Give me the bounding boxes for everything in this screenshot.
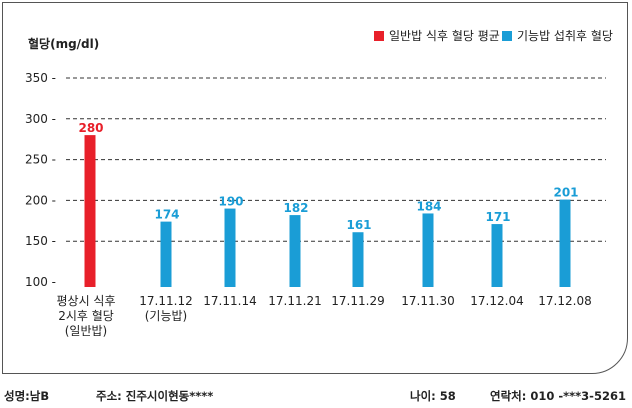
patient-age: 나이: 58 <box>410 389 456 403</box>
x-tick-label: 평상시 식후 <box>56 294 115 308</box>
data-label: 201 <box>553 186 578 200</box>
legend-swatch-functional-rice <box>502 31 512 41</box>
data-label: 171 <box>485 210 510 224</box>
data-label: 161 <box>346 218 371 232</box>
legend-label-functional-rice: 기능밥 섭취후 혈당 <box>517 29 613 43</box>
x-tick-label: (일반밥) <box>65 324 107 338</box>
patient-contact: 연락처: 010 -***3-5261 <box>490 389 626 403</box>
y-tick-label: 300 - <box>25 112 56 126</box>
legend: 일반밥 식후 혈당 평균 기능밥 섭취후 혈당 <box>374 29 613 43</box>
bar <box>491 224 503 287</box>
x-tick-label: 2시후 혈당 <box>58 309 114 323</box>
x-tick-label: 17.11.14 <box>203 294 256 308</box>
bar <box>559 199 571 287</box>
data-label: 184 <box>416 199 441 213</box>
y-tick-label: 350 - <box>25 71 56 85</box>
x-tick-label: 17.11.12 <box>139 294 192 308</box>
y-tick-label: 250 - <box>25 153 56 167</box>
bar-chart: 혈당(mg/dl) 일반밥 식후 혈당 평균 기능밥 섭취후 혈당 100 - 1… <box>25 29 613 338</box>
x-tick-label: 17.12.04 <box>470 294 523 308</box>
bar <box>160 221 172 287</box>
bar <box>224 208 236 287</box>
y-tick-label: 100 - <box>25 275 56 289</box>
bar <box>422 213 434 287</box>
bar <box>289 215 301 287</box>
patient-address: 주소: 진주시이현동**** <box>96 389 214 403</box>
x-tick-label: 17.11.30 <box>401 294 454 308</box>
y-tick-label: 150 - <box>25 234 56 248</box>
x-tick-label: 17.11.21 <box>268 294 321 308</box>
legend-label-general-rice: 일반밥 식후 혈당 평균 <box>389 29 500 43</box>
y-axis-label: 혈당(mg/dl) <box>28 36 99 51</box>
bar <box>84 135 96 287</box>
chart-frame <box>2 2 628 374</box>
data-label: 190 <box>218 195 243 209</box>
legend-swatch-general-rice <box>374 31 384 41</box>
data-label: 182 <box>283 201 308 215</box>
x-tick-label: 17.12.08 <box>538 294 591 308</box>
data-label: 174 <box>154 208 179 222</box>
bar <box>352 232 364 287</box>
x-tick-label: (기능밥) <box>145 309 187 323</box>
patient-name: 성명:남B <box>4 389 50 403</box>
x-tick-label: 17.11.29 <box>331 294 384 308</box>
y-tick-label: 200 - <box>25 193 56 207</box>
data-label: 280 <box>78 121 103 135</box>
